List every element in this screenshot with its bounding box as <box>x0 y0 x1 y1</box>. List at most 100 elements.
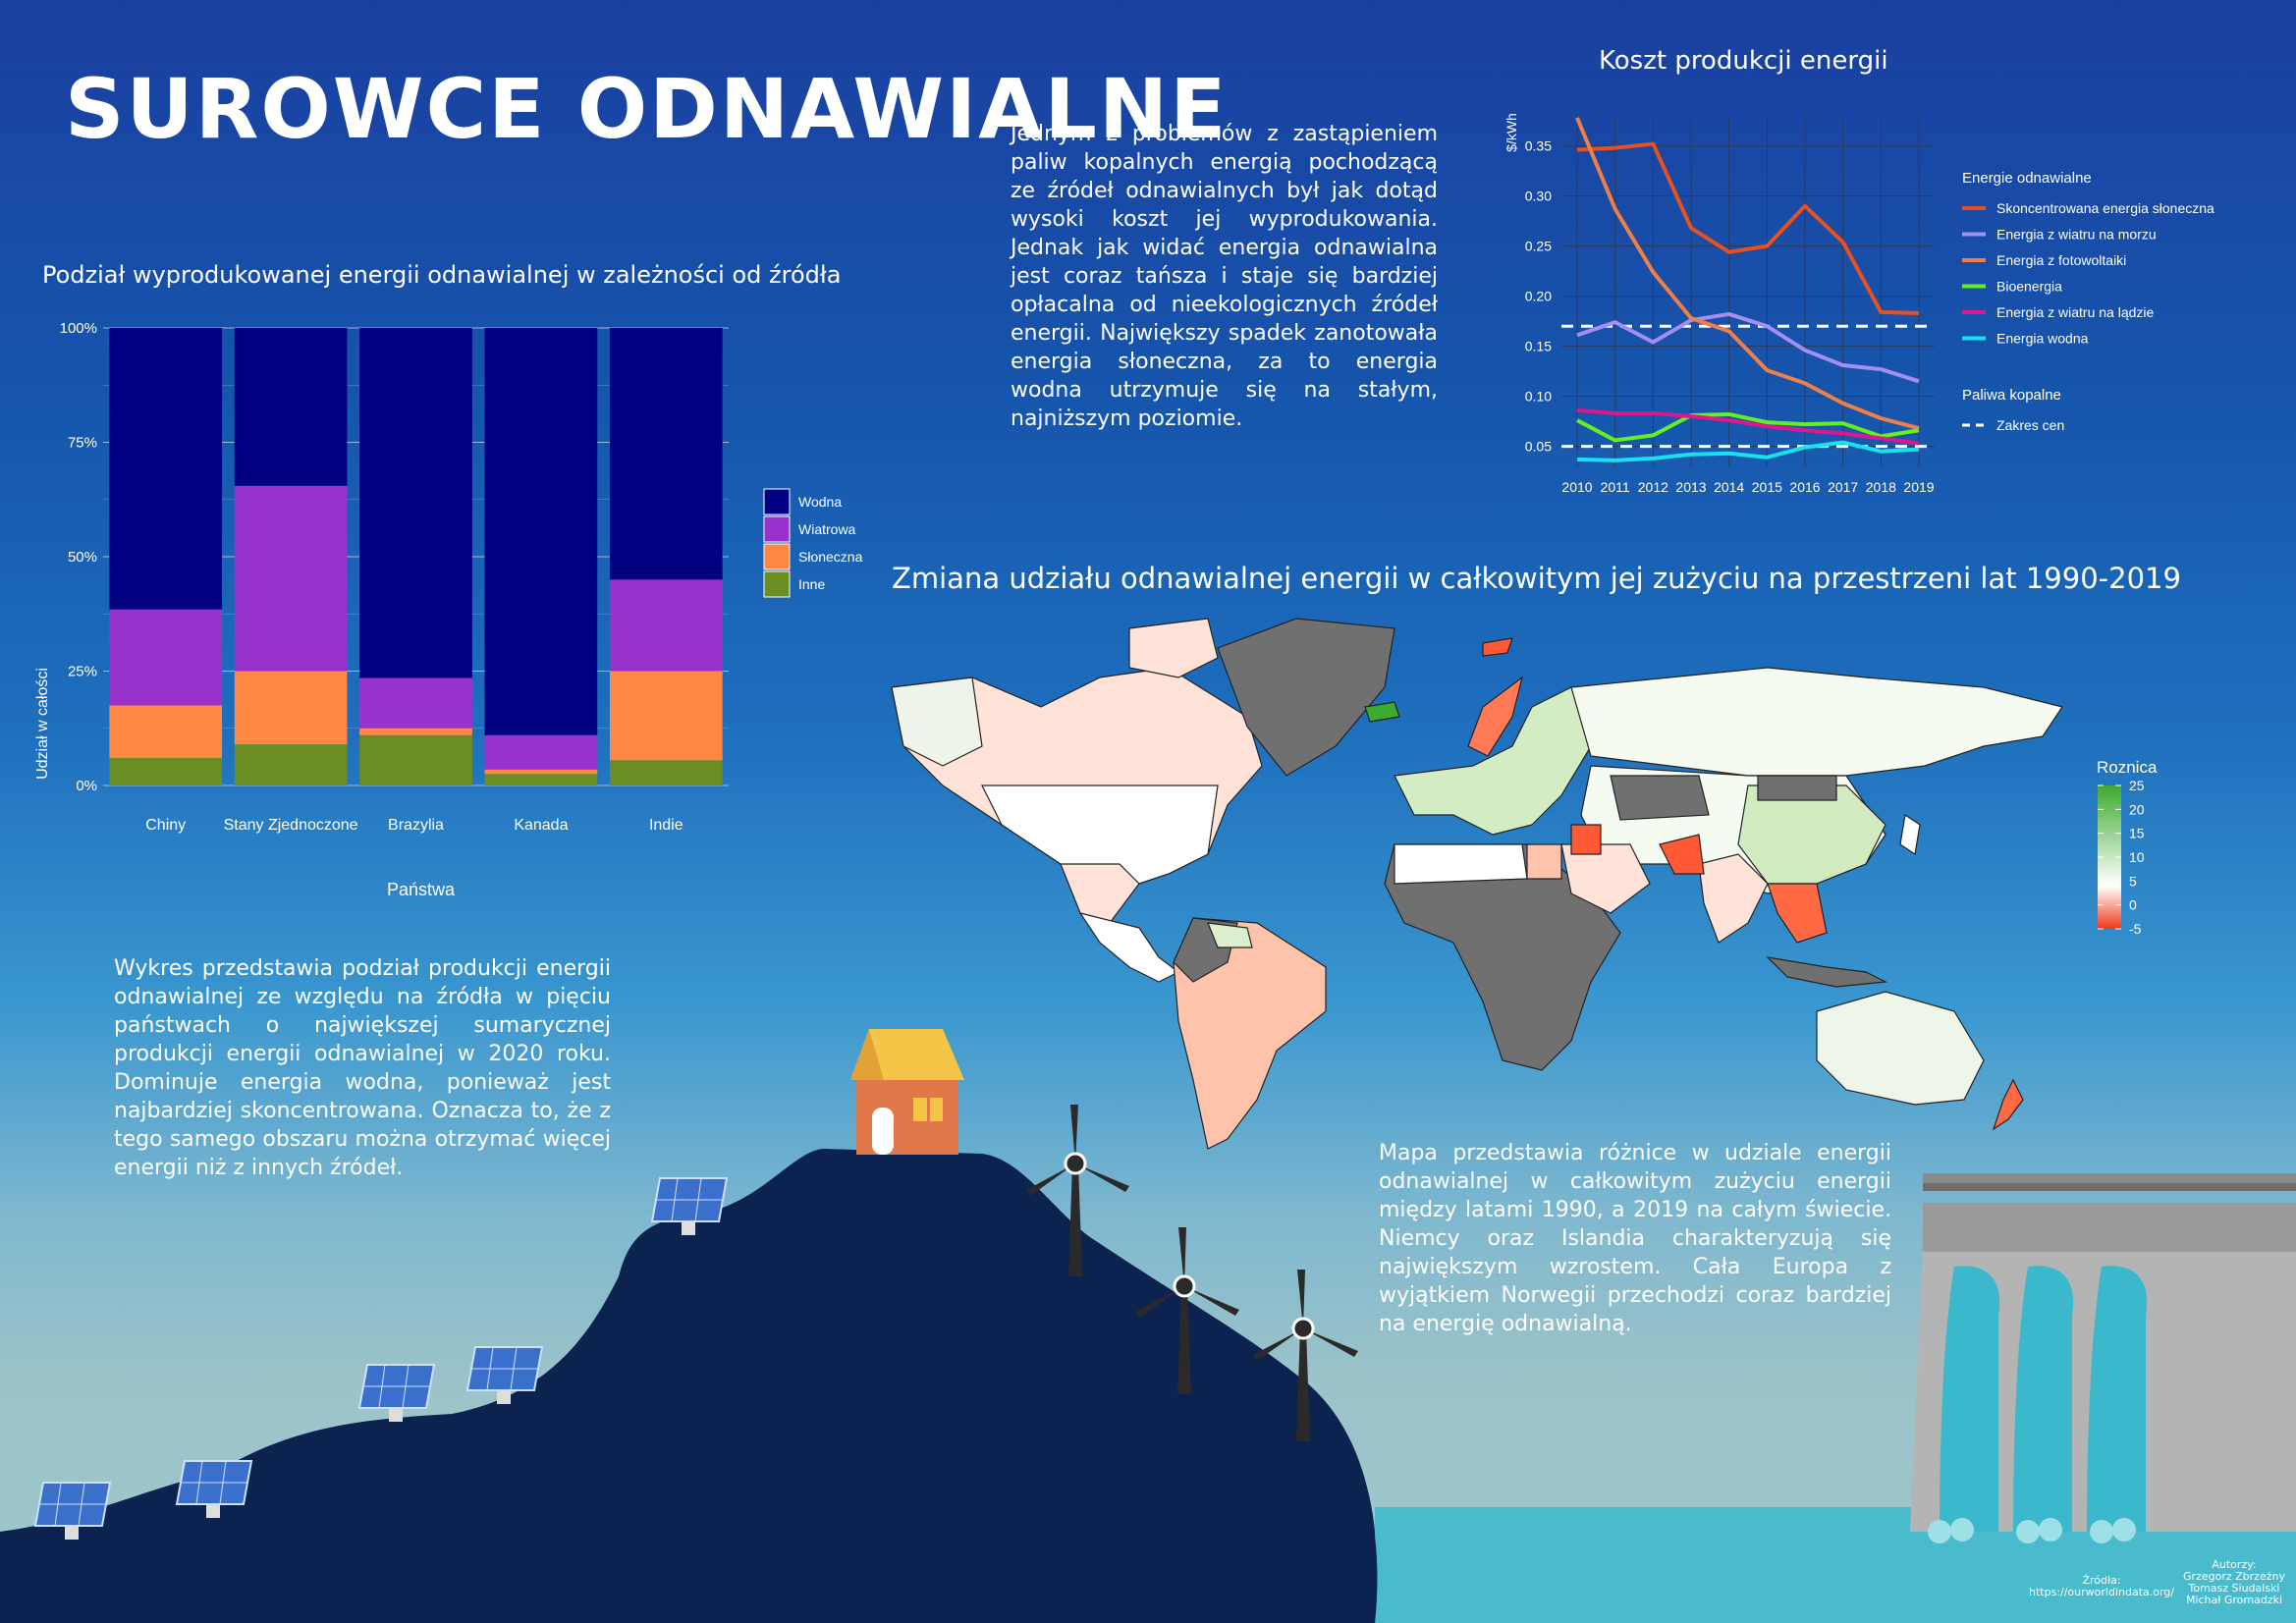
line-chart-title: Koszt produkcji energii <box>1599 46 1888 76</box>
bar-segment-inne <box>109 758 223 785</box>
bar-chart: 0% 25% 50% 75% 100% Chiny Stany Zjednoczone Bra… <box>34 320 863 899</box>
line-xtick-label: 2012 <box>1638 479 1668 495</box>
map-indonesia <box>1766 956 1888 988</box>
cost-description: Jednym z problemów z zastąpieniem paliw … <box>1011 122 1438 431</box>
bar-ytick-label: 100% <box>60 320 97 337</box>
bar-ytick-label: 25% <box>68 664 97 680</box>
bar-chart-title: Podział wyprodukowanej energii odnawialn… <box>42 261 842 289</box>
map-description: Mapa przedstawia różnice w udziale energ… <box>1379 1141 1891 1336</box>
map-legend-label: 10 <box>2129 849 2145 865</box>
author-1: Grzegorz Zbrzeżny <box>2183 1570 2285 1583</box>
line-series <box>1576 311 1920 384</box>
line-ytick-label: 0.05 <box>1525 439 1552 455</box>
line-legend-group2: Paliwa kopalne <box>1962 387 2061 404</box>
bar-legend-swatch <box>763 488 791 515</box>
solar-panels <box>33 1177 729 1540</box>
line-ytick-label: 0.20 <box>1525 289 1552 304</box>
author-2: Tomasz Siudalski <box>2188 1582 2280 1595</box>
line-xtick-label: 2018 <box>1866 479 1896 495</box>
map-legend: Roznica 25 20 15 10 5 0 -5 <box>2097 758 2158 937</box>
line-xtick-label: 2016 <box>1789 479 1820 495</box>
map-japan <box>1899 813 1921 856</box>
bar-xtick-label: Kanada <box>514 817 568 834</box>
bar-segment-wiatrowa <box>484 734 598 770</box>
hill <box>0 1149 1378 1623</box>
map-legend-label: 25 <box>2129 778 2145 793</box>
bar-legend-swatch <box>763 543 791 570</box>
map-southeast-asia <box>1767 883 1828 944</box>
line-legend-label: Energia wodna <box>1996 331 2089 347</box>
dam-illustration <box>1910 1173 2296 1543</box>
bar-xaxis-label: Państwa <box>387 880 456 899</box>
bar-yaxis-label: Udział w całości <box>34 668 51 780</box>
sources-url[interactable]: https://ourworldindata.org/ <box>2029 1586 2174 1598</box>
bar-segment-inne <box>234 744 348 785</box>
bar-legend-swatch <box>763 515 791 543</box>
bar-segment-wodna <box>234 328 348 486</box>
map-russia <box>1570 667 2063 777</box>
sources: Źródła: https://ourworldindata.org/ <box>2023 1575 2180 1598</box>
house-illustration <box>850 1029 964 1155</box>
line-ytick-label: 0.35 <box>1525 138 1552 154</box>
bar-xtick-label: Indie <box>649 817 683 834</box>
bar-ytick-label: 0% <box>76 778 97 794</box>
map-legend-label: -5 <box>2129 921 2142 937</box>
map-europe <box>1394 686 1592 836</box>
map-india <box>1698 853 1769 944</box>
authors: Autorzy: Grzegorz Zbrzeżny Tomasz Siudal… <box>2180 1559 2288 1606</box>
line-series <box>1576 411 1920 443</box>
map-china <box>1737 784 1886 885</box>
map-alaska <box>891 676 983 767</box>
bar-segment-wodna <box>109 328 223 610</box>
map-norway <box>1467 676 1523 757</box>
line-series <box>1575 117 1920 431</box>
map-legend-label: 0 <box>2129 897 2137 913</box>
line-xtick-label: 2010 <box>1561 479 1592 495</box>
map-pakistan <box>1659 834 1705 875</box>
line-series <box>1576 141 1920 315</box>
line-yaxis-label: $/kWh <box>1503 113 1519 152</box>
page-title: SUROWCE ODNAWIALNE <box>65 61 1229 157</box>
line-xtick-label: 2017 <box>1828 479 1858 495</box>
wind-turbines <box>1026 1105 1358 1441</box>
map-new-zealand <box>1992 1078 2024 1131</box>
bar-segment-wiatrowa <box>359 677 472 729</box>
bar-legend-label: Wodna <box>798 494 842 510</box>
bar-segment-inne <box>484 774 598 785</box>
bar-segment-słoneczna <box>234 671 348 745</box>
map-svalbard <box>1482 637 1513 657</box>
map-iceland <box>1364 701 1400 723</box>
line-series <box>1576 440 1920 462</box>
bar-segment-słoneczna <box>609 671 723 761</box>
line-legend-label: Zakres cen <box>1996 417 2064 433</box>
map-title: Zmiana udziału odnawialnej energii w cał… <box>892 562 2181 595</box>
line-xtick-label: 2019 <box>1903 479 1934 495</box>
line-ytick-label: 0.10 <box>1525 389 1552 405</box>
map-legend-label: 20 <box>2129 801 2145 817</box>
line-series <box>1576 407 1920 446</box>
map-legend-label: 5 <box>2129 873 2137 889</box>
map-usa <box>981 784 1219 885</box>
bar-segment-inne <box>359 734 472 785</box>
bar-segment-inne <box>609 760 723 785</box>
hill-edge <box>1306 1394 1378 1623</box>
line-chart: 2010 2011 2012 2013 2014 2015 2016 2017 2018 2019… <box>1503 113 2214 495</box>
bar-ytick-label: 50% <box>68 549 97 566</box>
bar-legend-label: Słoneczna <box>798 549 863 565</box>
bar-segment-wodna <box>484 328 598 735</box>
author-3: Michał Gromadzki <box>2185 1594 2283 1606</box>
map-south-america-green <box>1207 922 1253 948</box>
line-legend-label: Energia z fotowoltaiki <box>1996 252 2126 268</box>
bar-description: Wykres przedstawia podział produkcji ene… <box>114 956 611 1180</box>
sources-label: Źródła: <box>2082 1574 2121 1587</box>
bar-segment-słoneczna <box>109 705 223 759</box>
map-australia <box>1816 991 1985 1106</box>
line-legend-label: Energia z wiatru na morzu <box>1996 227 2157 243</box>
bar-legend-swatch <box>763 570 791 598</box>
map-legend-label: 15 <box>2129 826 2145 841</box>
bar-xtick-label: Chiny <box>145 817 186 834</box>
bar-segment-wodna <box>359 328 472 678</box>
bar-segment-wodna <box>609 328 723 580</box>
map-middle-east <box>1560 843 1651 914</box>
line-ytick-label: 0.30 <box>1525 189 1552 204</box>
